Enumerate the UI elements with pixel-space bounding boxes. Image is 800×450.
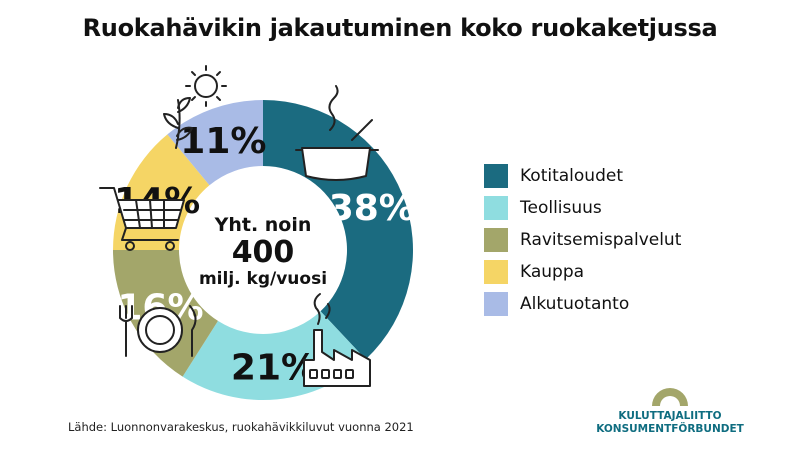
legend-label: Kotitaloudet <box>520 166 623 186</box>
slice-alkutuotanto <box>167 100 263 186</box>
legend-item-kauppa: Kauppa <box>484 260 681 284</box>
source-note: Lähde: Luonnonvarakeskus, ruokahävikkilu… <box>68 420 414 434</box>
chart-legend: Kotitaloudet Teollisuus Ravitsemispalvelut… <box>484 164 681 324</box>
shopping-cart-icon <box>99 187 185 251</box>
legend-label: Alkutuotanto <box>520 294 630 314</box>
slice-label-teollisuus: 21% <box>231 347 317 388</box>
center-total-unit: milj. kg/vuosi <box>199 269 327 289</box>
logo-line2: KONSUMENTFÖRBUNDET <box>596 423 744 435</box>
factory-icon <box>303 293 371 387</box>
chart-title: Ruokahävikin jakautuminen koko ruokaketj… <box>82 14 718 42</box>
center-total-value: 400 <box>232 235 295 270</box>
publisher-logo: KULUTTAJALIITTO KONSUMENTFÖRBUNDET <box>590 384 750 436</box>
center-total-line1: Yht. noin <box>214 214 312 236</box>
legend-label: Ravitsemispalvelut <box>520 230 682 250</box>
cooking-pot-icon <box>295 85 379 181</box>
legend-swatch <box>484 164 508 188</box>
legend-item-kotitaloudet: Kotitaloudet <box>484 164 681 188</box>
legend-item-teollisuus: Teollisuus <box>484 196 681 220</box>
plate-cutlery-icon <box>119 305 197 357</box>
legend-label: Kauppa <box>520 262 585 282</box>
logo-line1: KULUTTAJALIITTO <box>618 410 722 422</box>
legend-swatch <box>484 196 508 220</box>
legend-swatch <box>484 228 508 252</box>
slice-label-alkutuotanto: 11% <box>180 121 266 162</box>
legend-label: Teollisuus <box>520 198 602 218</box>
legend-swatch <box>484 292 508 316</box>
legend-item-alkutuotanto: Alkutuotanto <box>484 292 681 316</box>
legend-swatch <box>484 260 508 284</box>
legend-item-ravitsemispalvelut: Ravitsemispalvelut <box>484 228 681 252</box>
sun-plant-icon <box>163 65 227 149</box>
slice-label-kotitaloudet: 38% <box>329 188 415 229</box>
logo-arch-icon <box>652 388 688 406</box>
slice-kotitaloudet <box>263 100 413 360</box>
